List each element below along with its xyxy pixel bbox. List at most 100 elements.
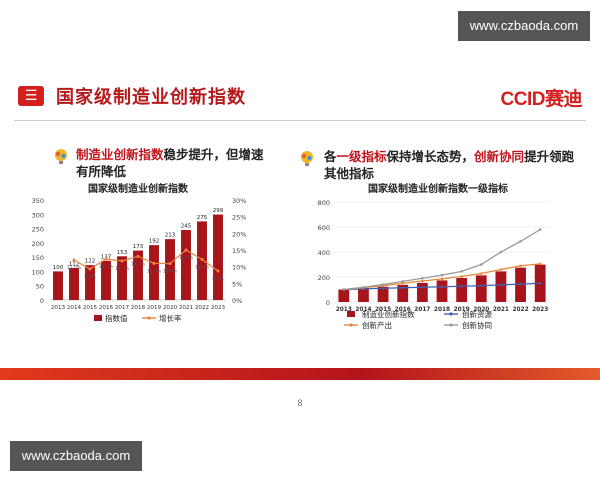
growth-rate-label: 9.3% (84, 274, 96, 280)
bar-value-label: 245 (181, 224, 192, 230)
slide-header: ☰ 国家级制造业创新指数 (18, 84, 246, 108)
growth-rate-point (216, 269, 220, 273)
x-tick-label: 2019 (147, 305, 162, 311)
y-tick-label: 0 (40, 297, 44, 305)
y2-tick-label: 20% (232, 230, 246, 238)
y-tick-label: 50 (36, 283, 44, 291)
y-tick-label: 150 (32, 254, 44, 262)
x-tick-label: 2020 (473, 307, 489, 313)
bar (416, 282, 428, 302)
right-key-point: 各一级指标保持增长态势，创新协同提升领跑 其他指标 (324, 148, 584, 182)
bar-value-label: 100 (53, 265, 64, 271)
x-tick-label: 2022 (512, 307, 528, 313)
bar-value-label: 122 (85, 259, 96, 265)
right-text-1: 各 (324, 149, 337, 164)
menu-icon: ☰ (18, 86, 44, 106)
x-tick-label: 2014 (355, 307, 371, 313)
bar-value-label: 213 (165, 233, 176, 239)
x-tick-label: 2013 (51, 305, 66, 311)
legend-swatch-bar (347, 311, 355, 317)
legend-label: 增长率 (159, 313, 182, 323)
series-point (479, 263, 483, 266)
y-tick-label: 350 (32, 197, 44, 205)
y-tick-label: 250 (32, 226, 44, 234)
x-tick-label: 2016 (99, 305, 114, 311)
series-point (401, 280, 405, 283)
legend-label: 创新资源 (462, 309, 492, 319)
x-tick-label: 2018 (434, 307, 450, 313)
series-point (479, 284, 483, 287)
legend-label: 创新产出 (362, 320, 392, 330)
legend-label: 指数值 (105, 313, 128, 323)
y2-tick-label: 15% (232, 247, 246, 255)
bar-value-label: 112 (69, 262, 80, 268)
logo-cn: 赛迪 (544, 89, 583, 110)
left-key-point: 制造业创新指数稳步提升，但增速 有所降低 (76, 146, 286, 180)
right-highlight-2: 创新协同 (474, 149, 525, 164)
bar (358, 288, 369, 302)
series-point (381, 283, 385, 286)
series-point (421, 276, 424, 280)
x-tick-label: 2014 (67, 305, 82, 311)
series-point (421, 279, 424, 283)
series-point (401, 286, 405, 290)
right-text-line2: 其他指标 (324, 166, 375, 181)
bar (377, 286, 389, 302)
legend-label: 制造业创新指数 (362, 309, 415, 319)
bar (165, 239, 175, 300)
series-point (538, 281, 542, 285)
right-text-3: 提升领跑 (524, 149, 575, 164)
lightbulb-gears-icon (301, 151, 313, 166)
primary-indicators-chart: 国家级制造业创新指数一级指标 0 200 400 600 800 2013 2014 2015 2… (318, 182, 550, 330)
bar (397, 284, 409, 302)
legend-swatch-marker (349, 323, 353, 327)
ccid-logo: CCID赛迪 (500, 84, 583, 111)
series-point (519, 282, 522, 286)
series-point (440, 277, 444, 281)
growth-rate-point (88, 267, 92, 271)
growth-rate-label: 12.0% (67, 265, 82, 271)
bar (133, 250, 143, 300)
growth-rate-point (200, 257, 204, 261)
x-tick-label: 2023 (532, 307, 548, 313)
y2-tick-label: 10% (232, 264, 246, 272)
growth-rate-point (72, 258, 76, 262)
x-tick-label: 2017 (115, 305, 130, 311)
growth-rate-point (168, 262, 172, 266)
x-tick-label: 2022 (195, 305, 209, 311)
series-point (519, 264, 522, 268)
growth-rate-label: 13.1% (131, 261, 146, 267)
growth-rate-point (152, 261, 156, 265)
bar (213, 214, 223, 300)
watermark-bottom: www.czbaoda.com (10, 441, 142, 471)
x-tick-label: 2021 (179, 305, 194, 311)
chart-title: 国家级制造业创新指数 (88, 182, 189, 195)
series-point (499, 250, 503, 254)
legend-swatch-marker (449, 312, 453, 316)
x-tick-label: 2015 (375, 307, 391, 313)
y2-tick-label: 25% (232, 214, 246, 222)
series-point (538, 262, 542, 266)
bar (181, 230, 191, 300)
logo-text: CCID (500, 89, 546, 110)
series-point (440, 273, 444, 277)
bar (436, 280, 448, 302)
x-tick-label: 2017 (414, 307, 430, 313)
growth-rate-line (73, 249, 219, 272)
series-point (401, 281, 405, 285)
growth-rate-label: 11.7% (115, 266, 130, 272)
x-tick-label: 2015 (83, 305, 98, 311)
series-point (421, 285, 424, 289)
left-text: 稳步提升，但增速 (163, 147, 264, 162)
x-tick-label: 2016 (395, 307, 411, 313)
bar-value-label: 275 (197, 215, 208, 221)
growth-rate-label: 8.7% (212, 276, 224, 282)
bar (338, 289, 350, 302)
y-tick-label: 300 (32, 211, 44, 219)
growth-rate-point (104, 257, 108, 261)
bar (495, 271, 507, 302)
series-point (479, 272, 483, 275)
right-text-2: 保持增长态势， (386, 149, 475, 164)
growth-rate-label: 11.0% (147, 268, 162, 274)
bar-value-label: 137 (101, 254, 112, 260)
